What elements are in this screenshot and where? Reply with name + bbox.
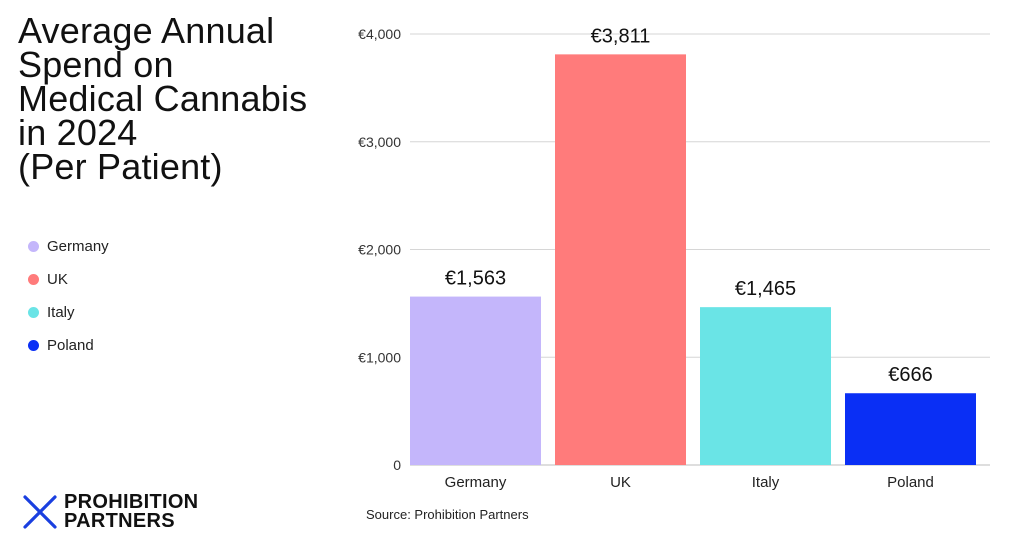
source-note: Source: Prohibition Partners xyxy=(366,507,529,522)
title-line-1: Average Annual xyxy=(18,10,275,51)
legend-item-italy: Italy xyxy=(28,296,109,329)
legend-swatch-germany xyxy=(28,241,39,252)
y-tick-label: 0 xyxy=(393,457,401,473)
y-tick-label: €4,000 xyxy=(358,26,401,42)
chart-legend: Germany UK Italy Poland xyxy=(28,230,109,362)
x-tick-label: Poland xyxy=(887,474,934,491)
legend-swatch-italy xyxy=(28,307,39,318)
legend-label-uk: UK xyxy=(47,271,68,288)
legend-label-poland: Poland xyxy=(47,337,94,354)
legend-item-poland: Poland xyxy=(28,329,109,362)
x-tick-label: UK xyxy=(610,474,631,491)
y-tick-label: €2,000 xyxy=(358,242,401,258)
brand-line-1: PROHIBITION xyxy=(64,491,199,513)
title-line-5: (Per Patient) xyxy=(18,146,223,187)
data-label: €666 xyxy=(888,364,933,386)
brand-name: PROHIBITION PARTNERS xyxy=(64,491,199,532)
data-label: €1,563 xyxy=(445,268,506,290)
x-tick-label: Germany xyxy=(445,474,507,491)
title-line-4: in 2024 xyxy=(18,112,138,153)
y-tick-label: €1,000 xyxy=(358,349,401,365)
brand-line-2: PARTNERS xyxy=(64,510,175,532)
title-line-2: Spend on xyxy=(18,44,174,85)
bar-poland xyxy=(845,393,976,465)
bar-italy xyxy=(700,307,831,465)
bar-germany xyxy=(410,296,541,465)
x-logo-icon xyxy=(23,495,57,529)
title-line-3: Medical Cannabis xyxy=(18,78,308,119)
legend-item-germany: Germany xyxy=(28,230,109,263)
legend-swatch-poland xyxy=(28,340,39,351)
x-tick-label: Italy xyxy=(752,474,780,491)
legend-swatch-uk xyxy=(28,274,39,285)
bar-uk xyxy=(555,54,686,466)
legend-item-uk: UK xyxy=(28,263,109,296)
data-label: €3,811 xyxy=(591,25,651,47)
data-label: €1,465 xyxy=(735,278,796,300)
legend-label-italy: Italy xyxy=(47,304,75,321)
y-tick-label: €3,000 xyxy=(358,134,401,150)
brand-logo: PROHIBITION PARTNERS xyxy=(22,491,199,532)
legend-label-germany: Germany xyxy=(47,238,109,255)
chart-title: Average Annual Spend on Medical Cannabis… xyxy=(18,10,358,187)
